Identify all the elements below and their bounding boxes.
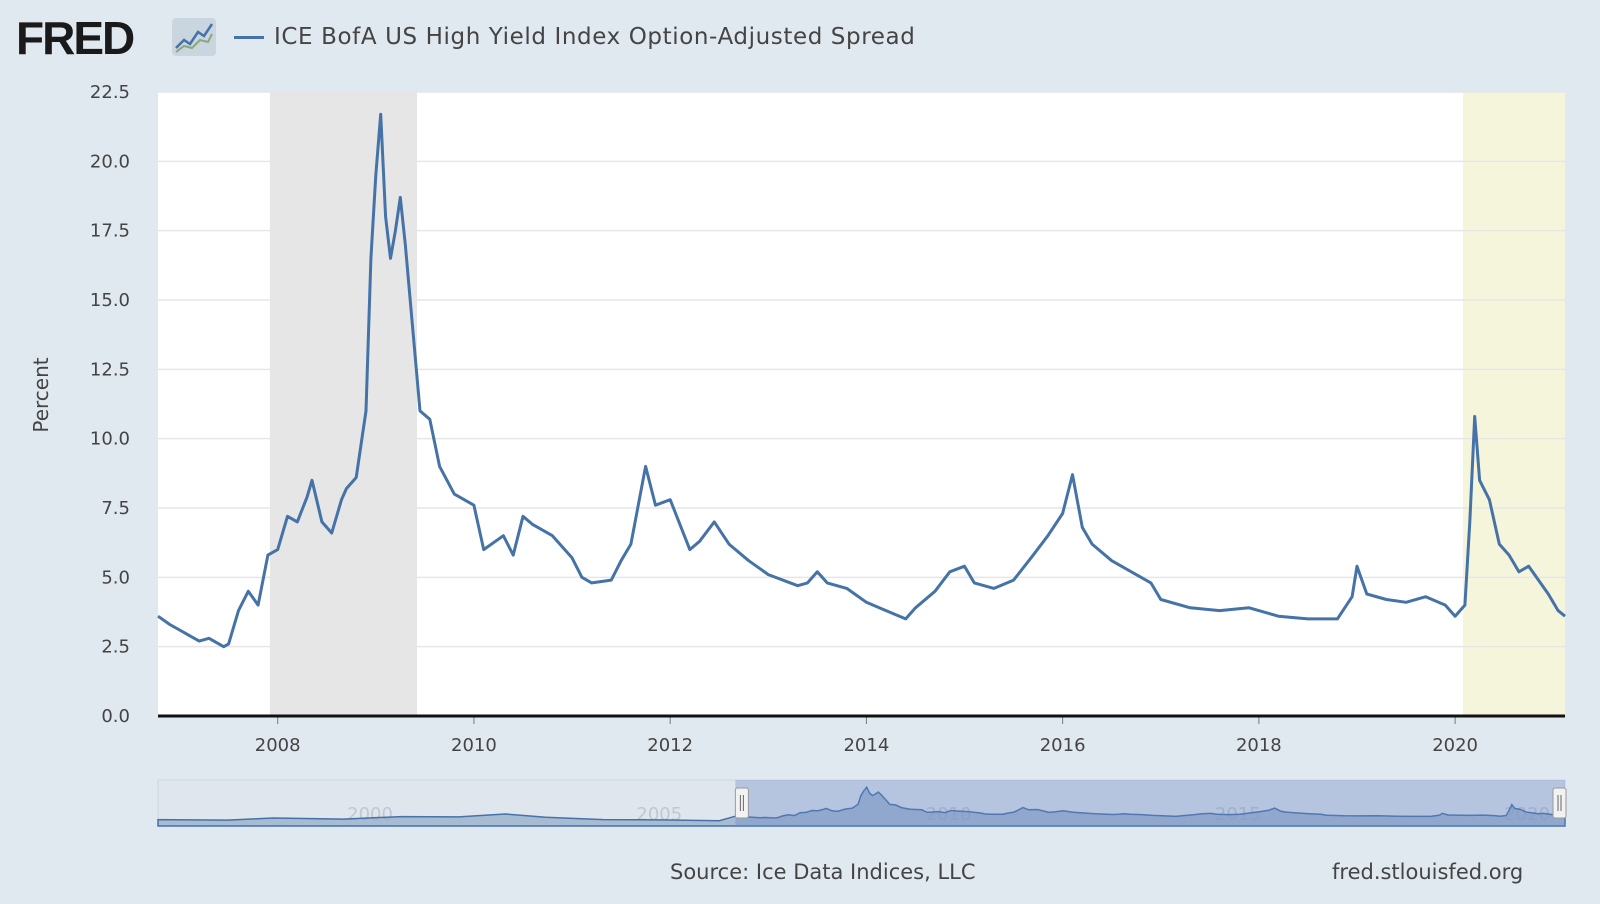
y-tick-label: 12.5 — [90, 359, 130, 380]
navigator-handle-right[interactable] — [1552, 787, 1567, 819]
x-tick-label: 2008 — [255, 735, 301, 756]
legend-swatch — [234, 35, 264, 39]
x-tick-label: 2016 — [1040, 735, 1086, 756]
recession-band — [269, 92, 418, 716]
navigator-handles[interactable] — [734, 787, 1567, 819]
shaded-periods — [269, 92, 1565, 716]
y-tick-label: 22.5 — [90, 82, 130, 103]
highlight-band — [1462, 92, 1565, 716]
site-link[interactable]: fred.stlouisfed.org — [1332, 860, 1524, 884]
fred-logo-graph-icon[interactable] — [172, 18, 216, 56]
source-note: Source: Ice Data Indices, LLC — [670, 860, 976, 884]
chart-legend[interactable]: ICE BofA US High Yield Index Option-Adju… — [234, 22, 915, 52]
series-line[interactable] — [157, 112, 1566, 649]
x-tick-label: 2014 — [843, 735, 889, 756]
navigator-area — [157, 785, 1566, 827]
y-axis-title: Percent — [29, 357, 53, 432]
y-tick-label: 7.5 — [101, 498, 130, 519]
legend-label[interactable]: ICE BofA US High Yield Index Option-Adju… — [274, 24, 916, 50]
y-axis-ticks: 0.0 2.5 5.0 7.5 10.0 12.5 15.0 17.5 20.0 22.5 — [90, 82, 130, 727]
range-navigator[interactable]: 20002005201020152020 — [0, 0, 1600, 830]
navigator-selection[interactable] — [735, 780, 1565, 826]
y-tick-label: 17.5 — [90, 221, 130, 242]
x-axis-ticks: 2008 2010 2012 2014 2016 2018 2020 — [255, 716, 1478, 756]
x-tick-label: 2018 — [1236, 735, 1282, 756]
y-tick-label: 0.0 — [101, 706, 130, 727]
x-tick-label: 2012 — [647, 735, 693, 756]
fred-logo[interactable]: FRED — [16, 12, 135, 64]
navigator-handle-left[interactable] — [734, 787, 749, 819]
y-tick-label: 15.0 — [90, 290, 130, 311]
main-chart[interactable]: 0.0 2.5 5.0 7.5 10.0 12.5 15.0 17.5 20.0 22.5 200… — [0, 0, 1600, 760]
y-tick-label: 10.0 — [90, 429, 130, 450]
y-tick-label: 2.5 — [101, 637, 130, 658]
y-tick-label: 5.0 — [101, 567, 130, 588]
y-tick-label: 20.0 — [90, 151, 130, 172]
gridlines — [158, 91, 1565, 648]
x-tick-label: 2020 — [1432, 735, 1478, 756]
chart-header: FRED ICE BofA US High Yield Index Option… — [0, 0, 1600, 80]
x-tick-label: 2010 — [451, 735, 497, 756]
